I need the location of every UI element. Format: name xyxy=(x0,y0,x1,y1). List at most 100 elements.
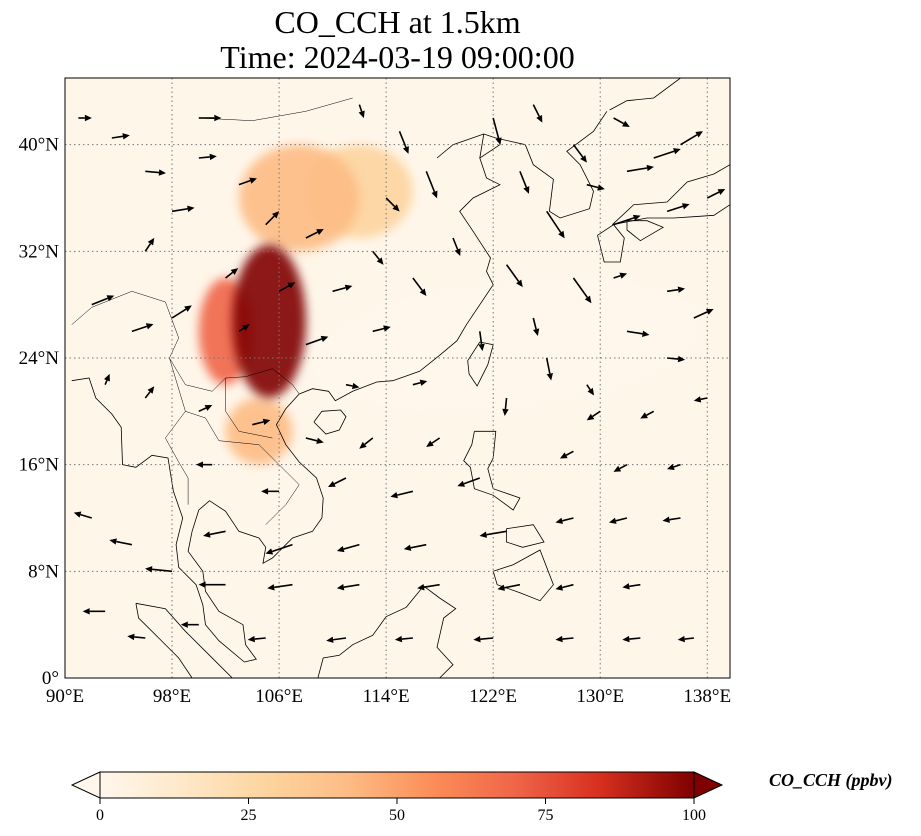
wind-arrow-head xyxy=(417,584,425,591)
wind-arrow-shaft xyxy=(480,637,494,640)
wind-arrow-head xyxy=(403,544,412,551)
wind-arrow xyxy=(305,229,324,239)
wind-arrow xyxy=(412,379,428,386)
wind-arrow-head xyxy=(705,308,714,315)
coastline xyxy=(258,393,324,565)
wind-arrow-shaft xyxy=(572,277,589,298)
coastline xyxy=(506,524,545,548)
wind-arrow-shaft xyxy=(572,144,584,158)
wind-arrow-shaft xyxy=(144,391,151,399)
wind-arrow-shaft xyxy=(104,380,108,385)
wind-arrow-head xyxy=(619,272,628,279)
wind-arrow-head xyxy=(158,169,166,176)
colorbar-tick-label: 50 xyxy=(389,807,405,824)
wind-arrow-head xyxy=(376,257,384,265)
wind-arrow-shaft xyxy=(666,205,684,213)
wind-arrow-shaft xyxy=(333,637,347,641)
wind-arrow-head xyxy=(316,437,324,444)
coastline xyxy=(317,585,457,678)
wind-arrow-shaft xyxy=(425,171,436,193)
wind-arrow xyxy=(622,635,641,643)
wind-arrow xyxy=(394,635,413,643)
wind-arrow-head xyxy=(622,120,630,127)
wind-arrow-head xyxy=(230,268,239,275)
wind-arrow-head xyxy=(344,284,353,291)
wind-arrow-shaft xyxy=(345,383,353,387)
wind-arrow-shaft xyxy=(198,156,210,159)
coastline xyxy=(609,78,681,111)
wind-arrow xyxy=(613,117,630,127)
wind-arrow xyxy=(555,517,574,524)
wind-arrow xyxy=(385,197,400,212)
wind-arrow-head xyxy=(640,412,648,419)
wind-arrow xyxy=(198,405,213,413)
wind-arrow-shaft xyxy=(278,285,290,293)
wind-arrow-head xyxy=(681,203,690,210)
wind-arrow-head xyxy=(502,408,509,416)
wind-arrow xyxy=(305,437,324,444)
wind-arrow-shaft xyxy=(586,183,599,189)
wind-arrow xyxy=(180,621,199,628)
map-title: CO_CCH at 1.5km xyxy=(274,4,521,40)
colorbar-gradient xyxy=(100,772,694,798)
wind-arrow xyxy=(252,418,271,426)
wind-arrow xyxy=(247,635,266,643)
x-tick-label: 98°E xyxy=(153,686,191,707)
wind-arrow-head xyxy=(584,295,592,304)
wind-arrow-head xyxy=(316,229,324,235)
wind-arrow-shaft xyxy=(80,513,92,519)
wind-arrow-head xyxy=(358,110,365,119)
y-tick-label: 24°N xyxy=(19,348,60,369)
wind-arrow xyxy=(372,250,384,265)
plume-region xyxy=(306,275,707,415)
wind-arrow-shaft xyxy=(565,450,574,456)
wind-arrow xyxy=(358,104,365,119)
wind-arrow-shaft xyxy=(629,637,641,640)
wind-arrow xyxy=(706,189,726,199)
wind-arrow-shaft xyxy=(372,250,380,260)
wind-arrow-shaft xyxy=(673,463,681,468)
wind-arrow xyxy=(532,317,540,336)
wind-arrow-head xyxy=(145,323,154,330)
coastline xyxy=(299,144,501,402)
colorbar-extend-max xyxy=(693,771,724,799)
wind-arrow xyxy=(497,583,521,591)
country-border xyxy=(71,291,300,395)
wind-arrow-head xyxy=(677,355,686,363)
wind-arrow-shaft xyxy=(145,170,160,174)
wind-arrow-head xyxy=(555,517,564,524)
wind-arrow-shaft xyxy=(397,490,414,496)
wind-arrow-shaft xyxy=(410,543,427,549)
wind-arrow xyxy=(555,583,574,591)
wind-arrow-head xyxy=(402,146,409,154)
gridlines xyxy=(65,78,730,678)
co-plume-layer xyxy=(198,144,707,465)
wind-arrow xyxy=(653,148,681,159)
wind-arrow-head xyxy=(646,164,654,172)
wind-arrow-head xyxy=(516,279,523,288)
wind-arrow-shaft xyxy=(252,421,264,426)
wind-arrow xyxy=(238,177,257,186)
wind-arrow-head xyxy=(473,635,481,643)
wind-arrow-shaft xyxy=(562,517,574,522)
wind-arrow xyxy=(305,335,329,346)
wind-arrow xyxy=(111,133,130,140)
wind-arrow-head xyxy=(457,480,465,487)
wind-arrow-shaft xyxy=(629,583,641,588)
wind-arrow-shaft xyxy=(209,530,226,536)
wind-arrow-head xyxy=(533,328,540,336)
wind-arrow-head xyxy=(662,516,670,523)
wind-arrow xyxy=(127,633,146,641)
wind-arrow-head xyxy=(336,584,345,591)
colorbar-title: CO_CCH (ppbv) xyxy=(769,770,893,790)
wind-vectors xyxy=(73,104,726,643)
coastline xyxy=(479,133,526,159)
wind-arrow xyxy=(502,397,509,416)
wind-arrow-shaft xyxy=(626,167,648,173)
wind-arrow xyxy=(555,635,574,643)
wind-arrow-shaft xyxy=(693,311,708,319)
wind-arrow-shaft xyxy=(412,381,421,386)
wind-arrow xyxy=(225,268,239,279)
wind-arrow-shaft xyxy=(333,477,347,485)
wind-arrow xyxy=(82,608,106,615)
